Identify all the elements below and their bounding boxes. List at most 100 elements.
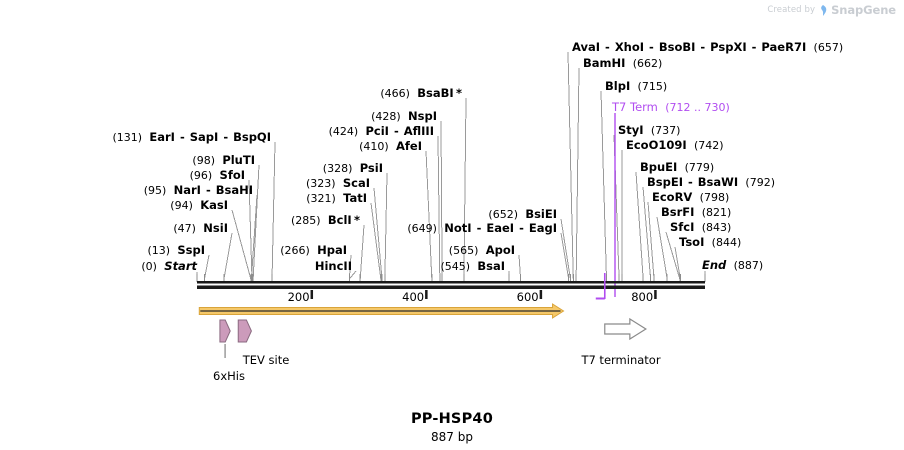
enzyme-label-styi[interactable]: StyI (737) [618, 124, 680, 137]
enzyme-label-bsabi[interactable]: (466) BsaBI * [380, 87, 462, 100]
enzyme-position: (657) [813, 41, 844, 54]
feature-caption-cap-t7terminator[interactable]: T7 terminator [581, 353, 661, 367]
ruler-label-200: 200 [287, 290, 310, 304]
enzyme-name: AvaI [572, 40, 601, 54]
plasmid-size: 887 bp [431, 430, 473, 444]
enzyme-label-apoi[interactable]: (565) ApoI [449, 244, 515, 257]
enzyme-position: (321) [306, 192, 336, 205]
ruler-label-400: 400 [402, 290, 425, 304]
enzyme-position: (95) [143, 184, 167, 197]
ruler-tick [654, 290, 657, 299]
enzyme-name: KasI [200, 198, 228, 212]
enzyme-label-bpuei[interactable]: BpuEI (779) [640, 161, 714, 174]
enzyme-name: BclI [327, 213, 352, 227]
enzyme-name: SapI [189, 130, 219, 144]
enzyme-star-marker: * [351, 213, 360, 227]
enzyme-position: (844) [711, 236, 742, 249]
enzyme-name-separator: - [219, 130, 233, 144]
enzyme-name: PciI [365, 124, 389, 138]
enzyme-position: (843) [701, 221, 732, 234]
ruler-tick [310, 290, 314, 299]
enzyme-name: TsoI [679, 235, 705, 249]
enzyme-position: (887) [733, 259, 764, 272]
enzyme-position: (652) [488, 208, 518, 221]
enzyme-name-separator: - [175, 130, 189, 144]
enzyme-name: Start [164, 259, 197, 273]
enzyme-name: NarI [173, 183, 201, 197]
enzyme-name: EcoRV [652, 190, 693, 204]
enzyme-position: (798) [699, 191, 730, 204]
enzyme-label-blpi[interactable]: BlpI (715) [605, 80, 667, 93]
enzyme-name: SspI [177, 243, 205, 257]
enzyme-name: PsiI [359, 161, 383, 175]
enzyme-label-ecoo109i[interactable]: EcoO109I (742) [626, 139, 724, 152]
enzyme-label-sspi[interactable]: (13) SspI [147, 244, 205, 257]
enzyme-label-eari-sapi-bspqi[interactable]: (131) EarI - SapI - BspQI [112, 131, 271, 144]
enzyme-name: EaeI [486, 221, 515, 235]
enzyme-position: (649) [407, 222, 437, 235]
enzyme-label-end[interactable]: End (887) [702, 259, 763, 272]
watermark-created-by-label: Created by [767, 5, 816, 15]
enzyme-label-nspi[interactable]: (428) NspI [371, 110, 437, 123]
enzyme-position: (779) [684, 161, 715, 174]
enzyme-label-afei[interactable]: (410) AfeI [359, 140, 422, 153]
enzyme-position: (565) [448, 244, 479, 257]
enzyme-label-hincii[interactable]: HincII [315, 260, 352, 272]
enzyme-label-avai-xhoi-bsobi-pspxi-paer7i[interactable]: AvaI - XhoI - BsoBI - PspXI - PaeR7I (65… [572, 41, 843, 54]
enzyme-label-bsiei[interactable]: (652) BsiEI [488, 208, 557, 221]
enzyme-position: (96) [189, 169, 213, 182]
enzyme-name: BsaI [477, 259, 505, 273]
enzyme-name: SfoI [219, 168, 245, 182]
feature-caption-cap-6xhis[interactable]: 6xHis [213, 369, 245, 383]
enzyme-name-separator: - [515, 221, 528, 235]
enzyme-position: (13) [147, 244, 171, 257]
enzyme-label-bsai[interactable]: (545) BsaI [440, 260, 505, 273]
enzyme-label-tsoi[interactable]: TsoI (844) [679, 236, 741, 249]
enzyme-label-scai[interactable]: (323) ScaI [306, 177, 370, 190]
enzyme-label-sfoi[interactable]: (96) SfoI [190, 169, 245, 182]
enzyme-name: EagI [528, 221, 557, 235]
enzyme-label-bamhi[interactable]: BamHI (662) [583, 57, 662, 70]
enzyme-label-noti-eaei-eagi[interactable]: (649) NotI - EaeI - EagI [407, 222, 557, 235]
t7-terminator-arrow-feature[interactable] [604, 317, 647, 341]
enzyme-name: SfcI [670, 220, 695, 234]
enzyme-label-sfci[interactable]: SfcI (843) [670, 221, 731, 234]
enzyme-label-ecorv[interactable]: EcoRV (798) [652, 191, 729, 204]
plasmid-title-block: PP-HSP40 887 bp [0, 411, 904, 444]
cds-arrow-6xhis[interactable] [219, 319, 231, 343]
enzyme-position: (266) [280, 244, 310, 257]
enzyme-name: End [702, 258, 727, 272]
enzyme-label-bsrfi[interactable]: BsrFI (821) [661, 206, 731, 219]
enzyme-position: (98) [192, 154, 215, 167]
enzyme-name: HpaI [317, 243, 347, 257]
enzyme-name: BsiEI [525, 207, 557, 221]
enzyme-label-bspei-bsawi[interactable]: BspEI - BsaWI (792) [647, 176, 775, 189]
enzyme-label-hpai[interactable]: (266) HpaI [280, 244, 347, 257]
feature-label-position: (712 .. 730) [665, 101, 730, 114]
enzyme-label-bcli[interactable]: (285) BclI * [291, 214, 360, 227]
enzyme-name: PspXI [710, 40, 747, 54]
feature-caption-cap-tev[interactable]: TEV site [242, 353, 290, 367]
enzyme-name: ScaI [342, 176, 370, 190]
enzyme-label-kasi[interactable]: (94) KasI [170, 199, 228, 212]
enzyme-name: EcoO109I [626, 138, 687, 152]
enzyme-label-nsii[interactable]: (47) NsiI [173, 222, 228, 235]
enzyme-name: BsaHI [215, 183, 253, 197]
enzyme-position: (737) [650, 124, 681, 137]
enzyme-name: NspI [408, 109, 437, 123]
enzyme-name: BlpI [605, 79, 631, 93]
enzyme-label-pcii-afliii[interactable]: (424) PciI - AflIII [329, 125, 434, 138]
enzyme-name: AflIII [403, 124, 434, 138]
feature-label-t7-term[interactable]: T7 Term (712 .. 730) [612, 101, 730, 114]
enzyme-label-tati[interactable]: (321) TatI [306, 192, 367, 205]
enzyme-label-psii[interactable]: (328) PsiI [323, 162, 383, 175]
enzyme-label-nari-bsahi[interactable]: (95) NarI - BsaHI [144, 184, 253, 197]
enzyme-position: (328) [322, 162, 353, 175]
enzyme-label-start[interactable]: (0) Start [141, 260, 197, 273]
enzyme-star-marker: * [453, 86, 462, 100]
cds-arrow-tev-site[interactable] [237, 319, 252, 343]
enzyme-name: BamHI [583, 56, 626, 70]
enzyme-name: EarI [149, 130, 175, 144]
enzyme-name: BspQI [233, 130, 271, 144]
enzyme-label-pluti[interactable]: (98) PluTI [192, 154, 255, 167]
